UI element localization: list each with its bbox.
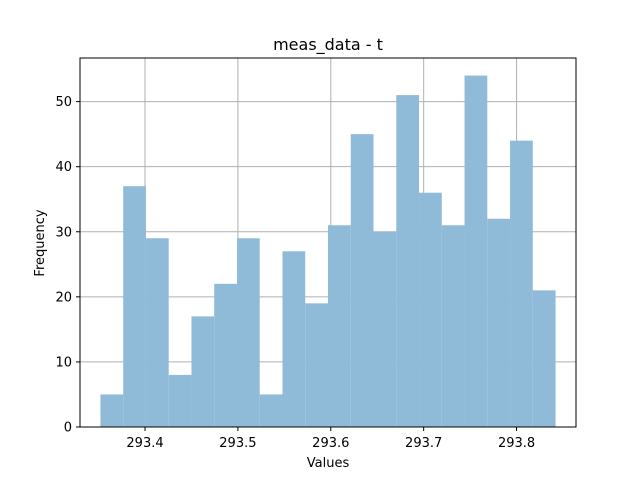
histogram-bar	[259, 394, 283, 427]
histogram-bar	[396, 95, 420, 427]
y-tick-label: 20	[55, 290, 72, 305]
y-tick-label: 50	[55, 95, 72, 110]
histogram-bar	[328, 225, 351, 427]
histogram-bars	[100, 75, 556, 428]
chart-title: meas_data - t	[273, 35, 383, 55]
histogram-bar	[100, 394, 124, 427]
x-axis-label: Values	[307, 456, 350, 471]
histogram-bar	[419, 192, 442, 427]
histogram-bar	[350, 134, 374, 427]
histogram-bar	[532, 290, 556, 427]
histogram-bar	[487, 218, 511, 427]
histogram-bar	[145, 238, 169, 427]
histogram-bar	[282, 251, 306, 427]
histogram-bar	[464, 75, 488, 428]
x-tick-label: 293.7	[405, 436, 442, 451]
histogram-bar	[123, 186, 146, 427]
histogram-bar	[236, 238, 260, 427]
axis-ticks: 293.4 293.5 293.6 293.7 293.8 0 10 20 30 40 50	[55, 95, 535, 451]
histogram-bar	[373, 231, 397, 427]
histogram-bar	[441, 225, 465, 427]
x-tick-label: 293.8	[498, 436, 535, 451]
y-tick-label: 30	[55, 225, 72, 240]
plot-area-frame	[79, 57, 577, 428]
y-tick-label: 10	[55, 355, 72, 370]
y-axis-label: Frequency	[33, 209, 48, 276]
x-tick-label: 293.6	[312, 436, 349, 451]
x-tick-label: 293.5	[219, 436, 256, 451]
histogram-bar	[214, 283, 237, 427]
x-tick-label: 293.4	[126, 436, 163, 451]
histogram-bar	[510, 140, 533, 427]
histogram-bar	[168, 374, 192, 427]
y-tick-label: 0	[64, 421, 72, 436]
histogram-bar	[191, 316, 215, 427]
y-tick-label: 40	[55, 160, 72, 175]
histogram-bar	[305, 303, 328, 427]
